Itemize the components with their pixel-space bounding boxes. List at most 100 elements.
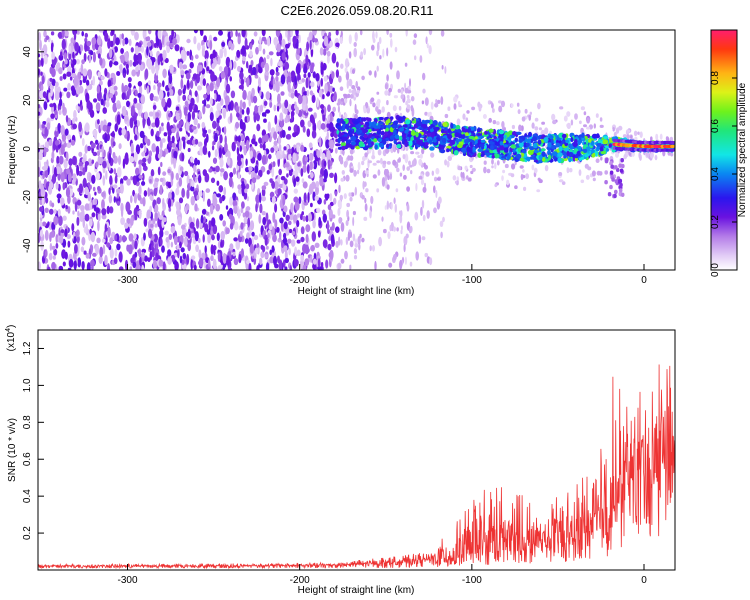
spectrogram-blob (186, 79, 190, 89)
spectrogram-blob (614, 189, 618, 195)
spectrogram-blob (235, 239, 241, 251)
spectrogram-blob (382, 48, 385, 58)
spectrogram-blob (388, 262, 393, 268)
spectrogram-blob (261, 36, 267, 42)
spectrogram-blob (390, 38, 393, 48)
spectrogram-blob (437, 99, 441, 104)
spectrogram-blob (404, 87, 409, 94)
spectrogram-blob (334, 147, 338, 154)
spectrogram-blob (284, 117, 289, 124)
spectrogram-blob (155, 66, 159, 76)
spectrogram-blob (138, 58, 142, 66)
spectrogram-blob (255, 203, 258, 213)
spectrogram-blob (328, 31, 332, 38)
spectrogram-blob (387, 91, 391, 96)
spectrogram-blob (141, 264, 145, 270)
spectrogram-blob (150, 195, 154, 202)
spectrogram-blob (55, 181, 59, 190)
spectrogram-blob (305, 104, 309, 114)
spectrogram-blob (85, 79, 90, 86)
spectrogram-blob (111, 30, 115, 36)
spectrogram-blob (424, 111, 428, 116)
spectrogram-blob (204, 245, 207, 254)
spectrogram-blob (533, 149, 539, 154)
spectrogram-blob (194, 231, 199, 242)
spectrogram-blob (191, 179, 195, 187)
spectrogram-blob (116, 200, 121, 206)
spectrogram-blob (61, 38, 66, 50)
spectrogram-blob (438, 121, 442, 128)
spectrogram-blob (483, 160, 487, 165)
spectrogram-blob (283, 205, 288, 213)
spectrogram-blob (102, 160, 107, 169)
spectrogram-blob (294, 104, 298, 110)
spectrogram-blob (510, 163, 516, 170)
spectrogram-blob (232, 167, 237, 175)
spectrogram-blob (349, 168, 354, 173)
spectrogram-blob (147, 257, 151, 263)
spectrogram-blob (275, 79, 279, 90)
spectrogram-blob (134, 213, 138, 221)
spectrogram-blob (233, 258, 239, 266)
spectrogram-blob (378, 36, 382, 45)
spectrogram-blob (486, 168, 491, 174)
spectrogram-blob (583, 148, 588, 153)
spectrogram-blob (54, 129, 59, 138)
spectrogram-blob (514, 185, 518, 190)
spectrogram-blob (559, 179, 564, 183)
spectrogram-blob (565, 139, 569, 144)
spectrogram-blob (496, 160, 500, 166)
spectrogram-blob (426, 42, 429, 49)
spectrogram-blob (49, 77, 53, 82)
spectrogram-blob (42, 91, 47, 99)
spectrogram-blob (490, 145, 494, 151)
spectrogram-blob (306, 128, 311, 137)
spectrogram-blob (322, 48, 327, 56)
spectrogram-blob (498, 105, 503, 113)
spectrogram-blob (544, 164, 549, 172)
spectrogram-blob (359, 233, 362, 239)
spectrogram-blob (133, 97, 138, 104)
spectrogram-blob (110, 132, 116, 137)
spectrogram-blob (520, 173, 524, 181)
spectrogram-blob (239, 230, 243, 237)
spectrogram-blob (426, 210, 430, 219)
spectrogram-blob (52, 255, 56, 260)
spectrogram-blob (187, 111, 191, 123)
spectrogram-blob (265, 245, 269, 250)
spectrogram-blob (261, 30, 266, 37)
spectrogram-blob (62, 102, 65, 112)
spectrogram-blob (421, 236, 426, 241)
spectrogram-blob (309, 183, 314, 195)
spectrogram-blob (268, 51, 274, 56)
spectrogram-blob (129, 156, 135, 163)
spectrogram-blob (366, 107, 371, 114)
spectrogram-blob (115, 37, 120, 46)
spectrogram-blob (248, 166, 253, 172)
spectrogram-blob (164, 230, 169, 236)
spectrogram-blob (140, 45, 145, 53)
spectrogram-blob (139, 64, 144, 72)
spectrogram-blob (49, 181, 54, 190)
spectrogram-blob (204, 50, 209, 60)
spectrogram-blob (322, 239, 328, 249)
spectrogram-blob (377, 149, 382, 156)
spectrogram-blob (207, 233, 212, 244)
spectrogram-blob (240, 157, 244, 169)
spectrogram-blob (440, 231, 443, 239)
spectrogram-blob (283, 107, 288, 115)
spectrogram-blob (245, 183, 250, 190)
spectrogram-blob (367, 158, 370, 169)
spectrogram-blob (311, 231, 316, 242)
spectrogram-blob (258, 137, 263, 144)
spectrogram-blob (650, 136, 653, 142)
spectrogram-blob (185, 203, 190, 211)
spectrogram-blob (228, 176, 233, 188)
spectrogram-blob (162, 49, 167, 60)
spectrogram-blob (273, 140, 278, 146)
spectrogram-blob (214, 132, 218, 143)
spectrogram-blob (219, 157, 224, 168)
spectrogram-blob (91, 142, 96, 149)
spectrogram-blob (202, 234, 205, 243)
spectrogram-blob (389, 224, 392, 232)
